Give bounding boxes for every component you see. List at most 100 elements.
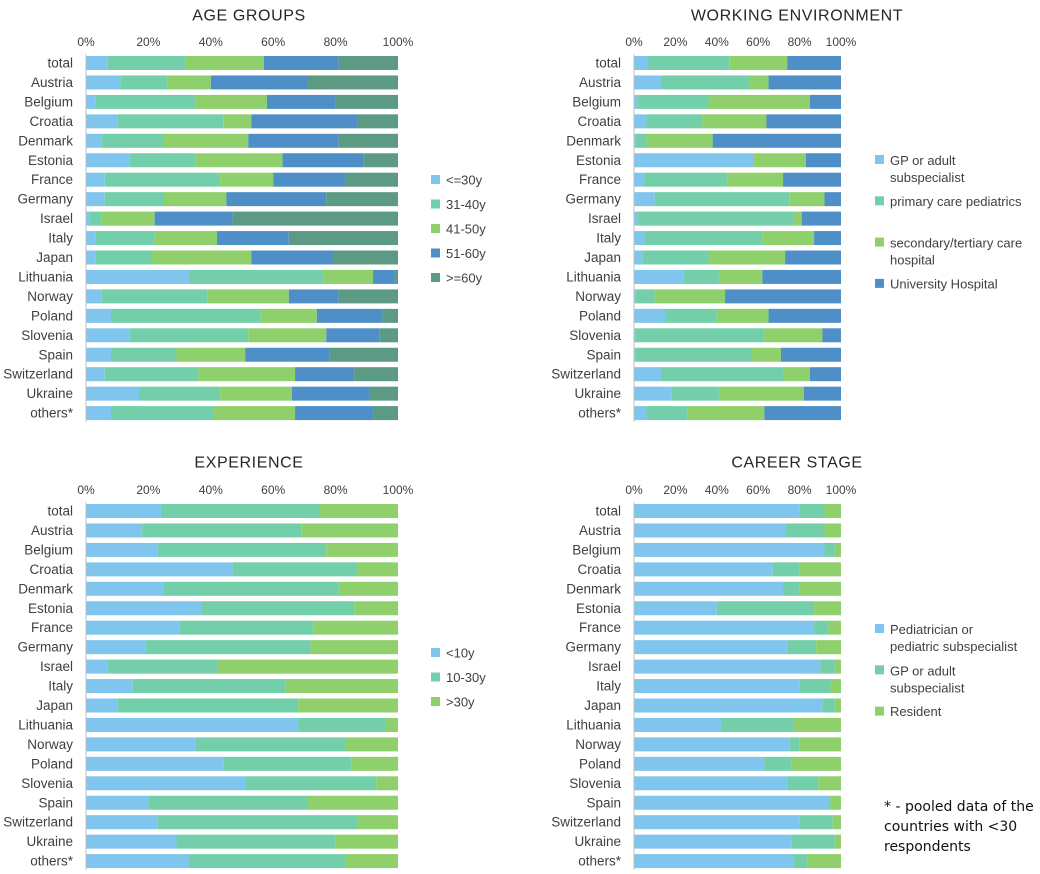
work-bar-segment <box>636 289 655 304</box>
exp-bar-segment <box>86 659 108 674</box>
career-legend-label: Resident <box>890 704 942 719</box>
exp-bar-segment <box>179 620 314 635</box>
exp-bar-segment <box>107 659 218 674</box>
career-category-label: Ukraine <box>574 834 621 849</box>
age-bar-segment <box>101 211 155 226</box>
exp-bar-segment <box>232 562 358 577</box>
exp-tick-label: 20% <box>136 483 160 497</box>
age-bar-segment <box>266 94 336 109</box>
age-bar-segment <box>354 367 398 382</box>
work-legend-label: University Hospital <box>890 276 998 291</box>
work-bar-segment <box>634 269 684 284</box>
career-category-label: France <box>579 620 621 635</box>
work-bar-segment <box>687 406 765 421</box>
exp-bar-segment <box>307 795 398 810</box>
work-bar-segment <box>646 133 713 148</box>
age-legend-label: 31-40y <box>446 197 486 212</box>
work-bar-segment <box>634 133 637 148</box>
career-chart-title: CAREER STAGE <box>731 455 862 472</box>
work-category-label: Denmark <box>566 133 621 148</box>
age-legend-label: >=60y <box>446 271 483 286</box>
work-bar-segment <box>814 231 841 246</box>
exp-bar-segment <box>298 698 398 713</box>
exp-category-label: Denmark <box>18 581 73 596</box>
career-category-label: Belgium <box>572 542 621 557</box>
exp-bar-segment <box>86 562 233 577</box>
age-bar-segment <box>86 172 105 187</box>
age-category-label: Italy <box>48 231 73 246</box>
work-legend-label-line: secondary/tertiary care <box>890 235 1022 250</box>
work-bar-segment <box>644 231 763 246</box>
age-bar-segment <box>232 211 398 226</box>
age-bar-segment <box>110 347 177 362</box>
age-bar-segment <box>176 347 246 362</box>
age-bar-segment <box>188 269 324 284</box>
work-bar-segment <box>654 192 790 207</box>
career-bar-segment <box>785 523 825 538</box>
exp-tick-label: 60% <box>261 483 285 497</box>
work-category-label: Norway <box>575 289 621 304</box>
exp-bar-segment <box>145 640 311 655</box>
age-bar-segment <box>326 328 380 343</box>
age-tick-label: 100% <box>383 35 414 49</box>
age-legend-label: 41-50y <box>446 222 486 237</box>
age-bar-segment <box>273 172 345 187</box>
age-bar-segment <box>129 153 196 168</box>
work-category-label: Italy <box>596 231 621 246</box>
career-bar-segment <box>824 523 841 538</box>
age-category-label: Germany <box>17 192 73 207</box>
exp-bar-segment <box>344 854 398 869</box>
age-bar-segment <box>369 386 398 401</box>
work-bar-segment <box>634 367 661 382</box>
work-bar-segment <box>801 211 841 226</box>
age-category-label: Austria <box>31 75 74 90</box>
work-bar-segment <box>634 56 649 70</box>
career-category-label: Estonia <box>576 601 622 616</box>
age-category-label: Israel <box>40 211 73 226</box>
age-bar-segment <box>338 56 398 70</box>
career-bar-segment <box>830 795 841 810</box>
work-bar-segment <box>634 211 639 226</box>
work-tick-label: 100% <box>826 35 857 49</box>
career-category-label: Denmark <box>566 581 621 596</box>
work-tick-label: 0% <box>625 35 643 49</box>
exp-legend-swatch <box>431 672 440 682</box>
career-category-label: Italy <box>596 679 621 694</box>
work-bar-segment <box>768 308 841 323</box>
age-bar-segment <box>86 269 189 284</box>
work-bar-segment <box>634 347 637 362</box>
work-bar-segment <box>634 406 647 421</box>
exp-bar-segment <box>223 756 352 771</box>
work-tick-label: 40% <box>705 35 729 49</box>
career-bar-segment <box>834 542 841 557</box>
career-legend-swatch <box>875 665 884 675</box>
age-bar-segment <box>129 328 249 343</box>
age-bar-segment <box>338 289 398 304</box>
work-bar-segment <box>660 367 784 382</box>
age-category-label: Croatia <box>29 114 73 129</box>
career-bar-segment <box>772 562 800 577</box>
career-category-label: Slovenia <box>569 776 621 791</box>
work-tick-label: 20% <box>663 35 687 49</box>
career-category-label: Germany <box>565 640 621 655</box>
exp-bar-segment <box>142 523 302 538</box>
work-bar-segment <box>648 56 730 70</box>
work-bar-segment <box>638 94 709 109</box>
age-category-label: others* <box>30 406 74 421</box>
exp-bar-segment <box>351 756 398 771</box>
exp-bar-segment <box>245 776 377 791</box>
work-tick-label: 80% <box>788 35 812 49</box>
work-bar-segment <box>764 328 823 343</box>
work-legend-label: secondary/tertiary care hospital <box>890 235 1022 267</box>
career-bar-segment <box>824 542 835 557</box>
career-bar-segment <box>824 504 841 518</box>
exp-tick-label: 0% <box>77 483 95 497</box>
exp-category-label: Estonia <box>28 601 74 616</box>
work-bar-segment <box>789 192 825 207</box>
career-bar-segment <box>764 756 792 771</box>
work-category-label: France <box>579 172 621 187</box>
career-bar-segment <box>834 659 841 674</box>
work-bar-segment <box>634 114 647 129</box>
age-bar-segment <box>295 367 355 382</box>
